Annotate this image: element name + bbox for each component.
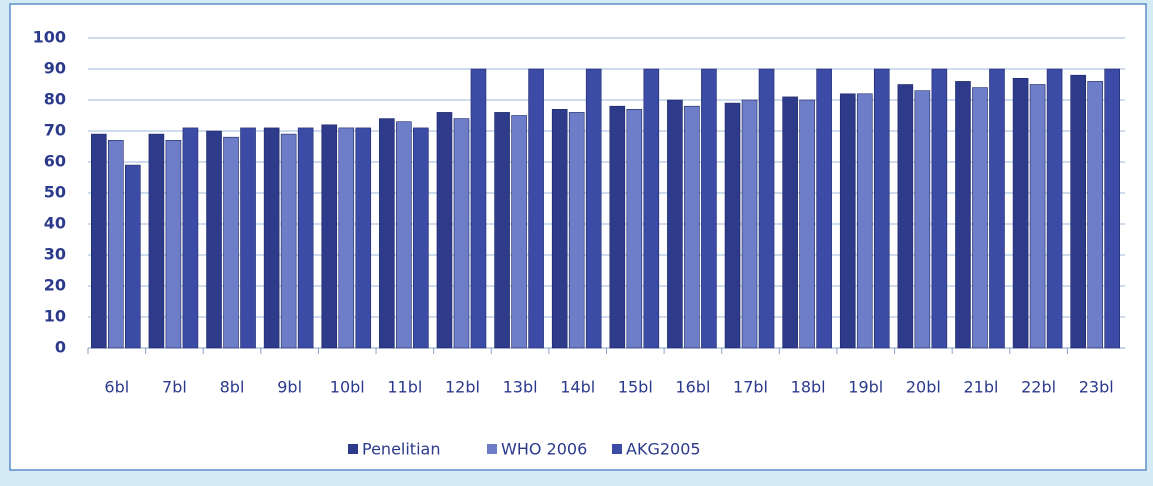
bar: [758, 68, 775, 349]
bar: [724, 102, 741, 349]
bar: [91, 133, 107, 349]
bar: [701, 68, 717, 349]
bar: [1029, 84, 1046, 349]
bar: [897, 84, 914, 349]
bar: [223, 136, 239, 349]
bar: [684, 105, 700, 349]
y-tick-label: 0: [55, 338, 66, 357]
x-tick-label: 20bl: [906, 378, 941, 397]
bar: [511, 115, 527, 349]
legend-swatch: [348, 444, 358, 454]
bar: [667, 99, 683, 349]
bar: [856, 93, 873, 349]
x-tick-label: 10bl: [330, 378, 365, 397]
bar: [338, 127, 355, 349]
legend-label: WHO 2006: [501, 440, 587, 459]
legend-swatch: [612, 444, 622, 454]
y-tick-label: 10: [44, 307, 66, 326]
bar: [551, 109, 568, 349]
x-tick-label: 6bl: [104, 378, 129, 397]
bar: [643, 68, 660, 349]
x-tick-label: 21bl: [963, 378, 998, 397]
bar: [453, 118, 470, 349]
bar: [321, 124, 338, 349]
x-tick-label: 14bl: [560, 378, 595, 397]
bar: [989, 68, 1005, 349]
x-tick-label: 23bl: [1079, 378, 1114, 397]
bar: [379, 118, 395, 349]
x-tick-label: 11bl: [387, 378, 422, 397]
x-tick-label: 7bl: [162, 378, 187, 397]
bar: [955, 81, 971, 349]
bar: [263, 127, 280, 349]
bar: [799, 99, 815, 349]
bar: [108, 140, 124, 349]
bar: [972, 87, 988, 349]
x-tick-label: 8bl: [220, 378, 245, 397]
bar: [436, 112, 453, 349]
x-tick-label: 22bl: [1021, 378, 1056, 397]
bar: [1087, 81, 1103, 349]
x-tick-label: 17bl: [733, 378, 768, 397]
bar: [297, 127, 314, 349]
y-tick-label: 100: [33, 28, 66, 47]
bar: [609, 105, 626, 349]
bar: [165, 140, 182, 349]
bar: [494, 112, 510, 349]
bar: [914, 90, 931, 349]
bar: [626, 109, 643, 349]
bar: [413, 127, 429, 349]
bar: [1104, 68, 1120, 349]
bar: [206, 130, 222, 349]
bar: [396, 121, 412, 349]
legend-label: Penelitian: [362, 440, 440, 459]
bar: [470, 68, 487, 349]
legend-label: AKG2005: [626, 440, 701, 459]
x-tick-label: 15bl: [618, 378, 653, 397]
y-tick-label: 60: [44, 152, 66, 171]
y-tick-label: 80: [44, 90, 66, 109]
x-tick-label: 19bl: [848, 378, 883, 397]
y-tick-label: 70: [44, 121, 66, 140]
bar: [741, 99, 758, 349]
bar: [355, 127, 372, 349]
bar: [148, 133, 165, 349]
y-tick-label: 90: [44, 59, 66, 78]
x-tick-label: 18bl: [791, 378, 826, 397]
bar: [816, 68, 832, 349]
bar: [1012, 78, 1029, 349]
x-tick-label: 12bl: [445, 378, 480, 397]
x-tick-label: 13bl: [503, 378, 538, 397]
x-tick-label: 9bl: [277, 378, 302, 397]
bar: [240, 127, 256, 349]
bar: [280, 133, 297, 349]
bar: [528, 68, 544, 349]
bar: [125, 164, 141, 349]
bar: [1046, 68, 1063, 349]
y-tick-label: 20: [44, 276, 66, 295]
bar: [782, 96, 798, 349]
y-tick-label: 30: [44, 245, 66, 264]
bar: [873, 68, 890, 349]
y-tick-label: 50: [44, 183, 66, 202]
bar: [585, 68, 602, 349]
bar: [931, 68, 948, 349]
legend-swatch: [487, 444, 497, 454]
x-tick-label: 16bl: [675, 378, 710, 397]
bar: [1070, 74, 1086, 349]
y-tick-label: 40: [44, 214, 66, 233]
bar: [568, 112, 585, 349]
bar: [839, 93, 856, 349]
bar: [182, 127, 199, 349]
